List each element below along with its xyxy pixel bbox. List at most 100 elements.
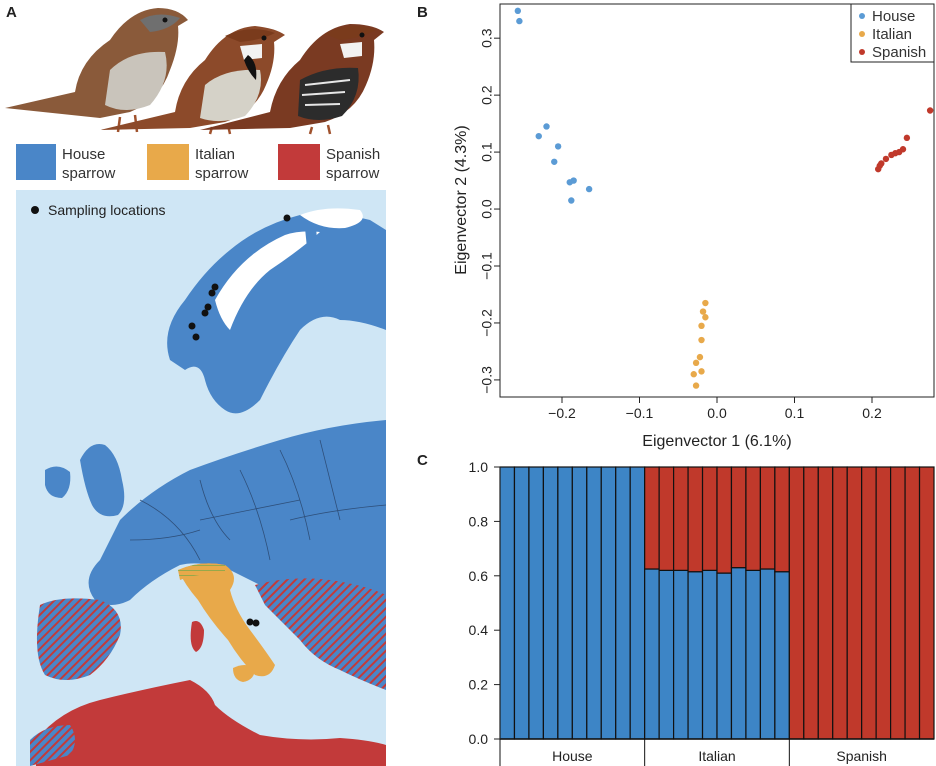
admixture-bar-segment	[889, 466, 906, 740]
admixture-group-labels: House Italian Spanish	[499, 739, 887, 766]
admixture-y-tick-label: 0.2	[469, 677, 489, 693]
pca-point-spanish	[875, 165, 882, 173]
admixture-bar-segment	[644, 466, 660, 570]
admixture-y-tick-label: 0.4	[469, 622, 489, 638]
scandinavia-region	[167, 213, 386, 414]
admixture-y-tick-label: 0.0	[469, 731, 489, 747]
spanish-sparrow-illustration	[200, 24, 384, 135]
admixture-bar-segment	[571, 466, 588, 740]
pca-point-house	[554, 143, 562, 150]
admixture-bar-segment	[788, 466, 805, 740]
pca-y-tick-label: 0.3	[479, 28, 495, 48]
pca-legend: House Italian Spanish	[850, 3, 935, 63]
italian-sparrow-illustration	[100, 26, 285, 135]
pca-point-spanish	[903, 134, 911, 142]
admixture-bar-segment	[759, 466, 776, 570]
admixture-bar-segment	[687, 571, 704, 740]
admixture-bar-segment	[716, 572, 733, 740]
admixture-bar-segment	[557, 466, 573, 740]
pca-point-house	[570, 177, 577, 184]
admixture-bar-segment	[774, 571, 790, 740]
admixture-y-tick-label: 0.6	[469, 568, 489, 584]
pca-point-italian	[692, 382, 700, 389]
admixture-y-axis: 0.0 0.2 0.4 0.6 0.8 1.0	[469, 459, 501, 747]
ireland	[45, 466, 71, 498]
admixture-bar-segment	[499, 466, 516, 740]
iberia-hatched	[36, 598, 121, 680]
pca-point-italian	[698, 336, 705, 344]
italian-swatch	[147, 144, 189, 180]
admixture-bar-segment	[644, 568, 660, 740]
admixture-group-label: Italian	[698, 748, 735, 764]
pca-point-italian	[698, 368, 705, 375]
panel-b-letter: B	[417, 4, 428, 21]
pca-x-tick-label: −0.2	[548, 405, 576, 421]
pca-point-italian	[702, 299, 709, 307]
admixture-bar-segment	[586, 466, 602, 740]
panel-c-letter: C	[417, 452, 428, 469]
legend-italian-line2: sparrow	[195, 165, 249, 182]
admixture-bar-segment	[759, 568, 776, 740]
sampling-legend-dot	[31, 206, 39, 214]
balkans-hatched	[255, 578, 386, 690]
sicily	[233, 665, 255, 682]
pca-point-italian	[702, 314, 709, 321]
species-legend: House sparrow Italian sparrow Spanish sp…	[16, 144, 380, 182]
admixture-bar-segment	[528, 466, 545, 740]
sampling-legend-label: Sampling locations	[48, 202, 166, 218]
pca-point-house	[543, 123, 550, 130]
admixture-bar-segment	[875, 466, 892, 740]
pca-x-tick-label: 0.2	[862, 405, 882, 421]
russia-patch	[322, 236, 332, 288]
arctic-unsampled-area	[300, 208, 363, 229]
pca-y-tick-label: −0.2	[479, 309, 495, 337]
italy	[178, 563, 275, 677]
panel-a: A House	[5, 4, 387, 766]
admixture-y-tick-label: 0.8	[469, 513, 489, 529]
pca-point-spanish	[888, 151, 895, 159]
finland-patch	[305, 226, 318, 258]
pca-x-axis: −0.2 −0.1 0.0 0.1 0.2	[548, 397, 882, 421]
admixture-bar-segment	[904, 466, 921, 740]
admixture-bar-segment	[803, 466, 819, 740]
pca-x-tick-label: 0.0	[707, 405, 727, 421]
admixture-bar-segment	[687, 466, 704, 573]
britain	[80, 444, 125, 517]
admixture-group-label: House	[552, 748, 593, 764]
pca-legend-spanish-marker	[859, 49, 865, 55]
legend-house-line2: sparrow	[62, 165, 116, 182]
pca-point-italian	[699, 308, 707, 315]
admixture-group-label: Spanish	[836, 748, 887, 764]
north-africa	[36, 680, 386, 766]
pca-x-tick-label: 0.1	[785, 405, 805, 421]
admixture-bar-segment	[918, 466, 935, 740]
house-swatch	[16, 144, 56, 180]
legend-spanish-line1: Spanish	[326, 146, 380, 163]
spanish-swatch	[278, 144, 320, 180]
pca-point-house	[516, 17, 523, 25]
pca-point-house	[535, 132, 542, 140]
pca-y-axis: −0.3 −0.2 −0.1 0.0 0.1 0.2 0.3	[479, 28, 500, 394]
admixture-bars	[499, 466, 935, 740]
pca-points	[514, 7, 934, 389]
distribution-map: Sampling locations	[16, 190, 387, 766]
pca-legend-house-marker	[859, 13, 865, 19]
pca-point-italian	[698, 322, 705, 330]
legend-spanish-line2: sparrow	[326, 165, 380, 182]
admixture-bar-segment	[861, 466, 877, 740]
pca-point-italian	[692, 359, 700, 367]
pca-x-label: Eigenvector 1 (6.1%)	[642, 433, 791, 450]
pca-y-tick-label: −0.3	[479, 366, 495, 394]
north-unsampled-area	[215, 231, 320, 330]
admixture-bar-segment	[701, 569, 718, 740]
pca-plot-frame	[499, 3, 935, 398]
pca-x-tick-label: −0.1	[626, 405, 654, 421]
admixture-bar-segment	[846, 466, 863, 740]
admixture-bar-segment	[745, 569, 762, 740]
sampling-points	[188, 214, 291, 627]
pca-y-tick-label: 0.2	[479, 85, 495, 105]
legend-italian-line1: Italian	[195, 146, 235, 163]
pca-y-label: Eigenvector 2 (4.3%)	[453, 125, 470, 274]
panel-a-letter: A	[6, 4, 17, 21]
panel-b: B −0.2 −0.1 0.0 0.1 0.2 −0.3 −0.2 −0.1 0.0 0.1 0.…	[417, 3, 935, 450]
